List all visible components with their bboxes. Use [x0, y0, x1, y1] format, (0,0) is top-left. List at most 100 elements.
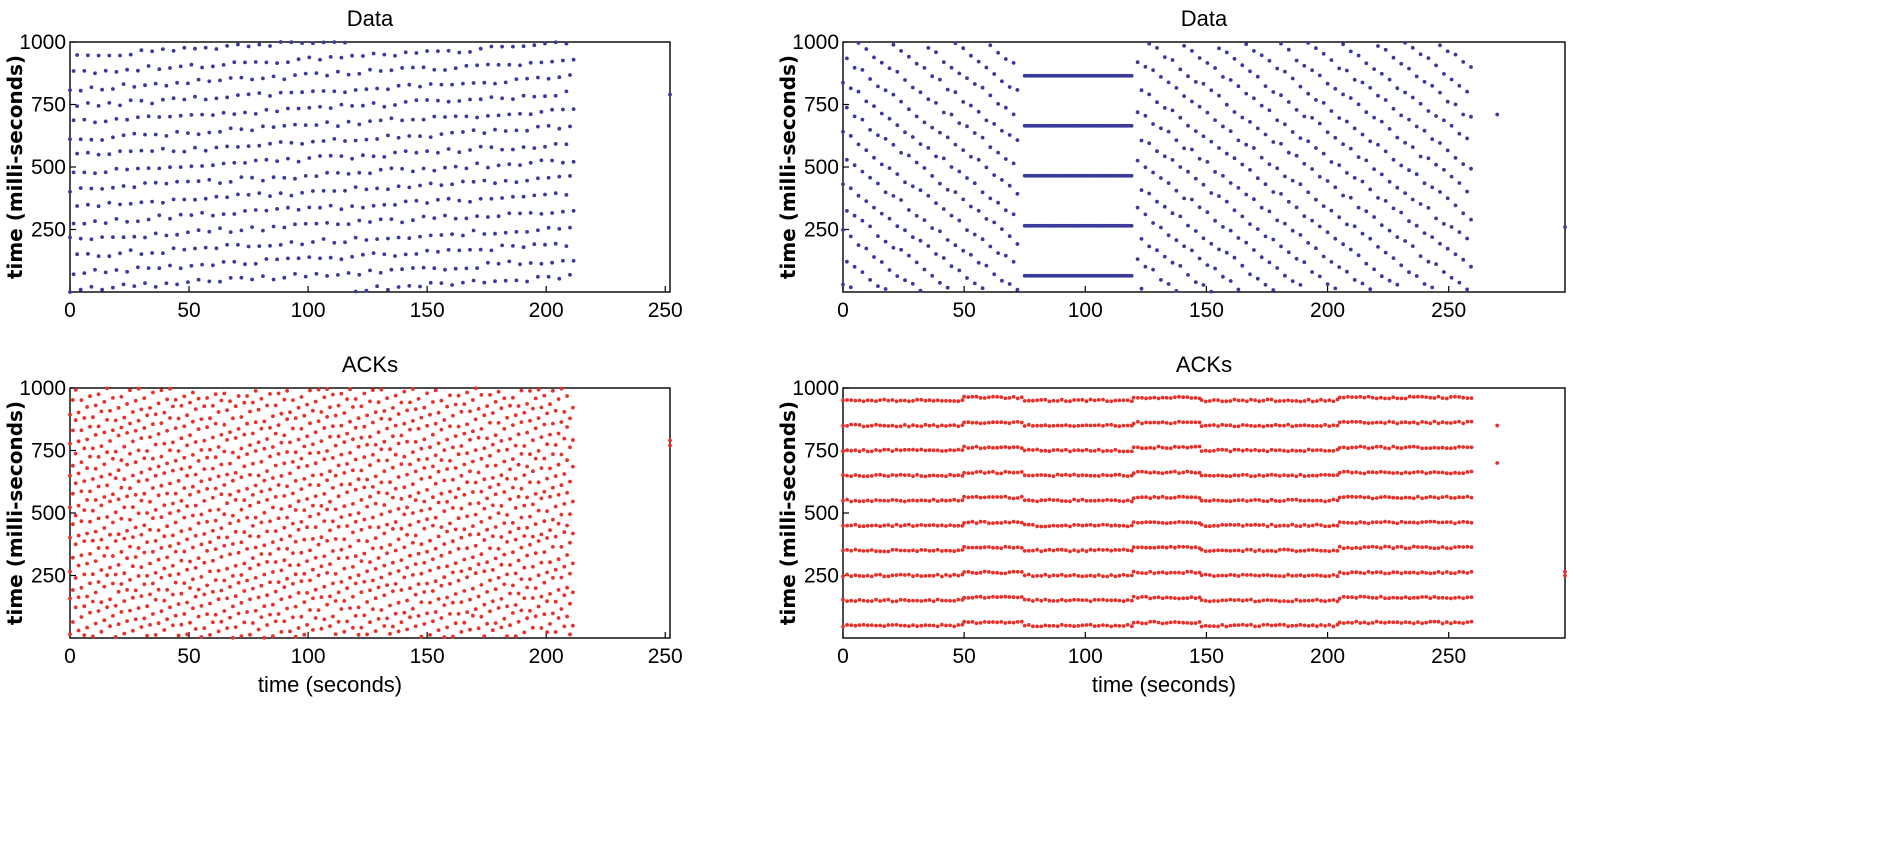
data-point	[966, 395, 971, 399]
data-point	[425, 517, 429, 522]
data-point	[205, 455, 210, 460]
data-point	[333, 537, 338, 541]
data-point	[405, 598, 409, 603]
data-point	[445, 437, 449, 442]
data-point	[73, 418, 78, 422]
data-point	[911, 574, 915, 579]
data-point	[856, 89, 861, 94]
data-point	[313, 525, 318, 529]
data-point	[1325, 130, 1330, 135]
data-point	[491, 503, 495, 508]
data-point	[1449, 275, 1454, 280]
data-point	[362, 517, 367, 522]
data-point	[203, 245, 208, 250]
data-point	[882, 473, 887, 478]
data-point	[1166, 80, 1171, 85]
data-point	[319, 595, 324, 599]
data-point	[1245, 573, 1249, 577]
data-point	[1026, 623, 1031, 627]
data-point	[73, 542, 78, 547]
data-point	[353, 235, 358, 240]
data-point	[1253, 549, 1257, 554]
data-point	[285, 417, 289, 422]
data-point	[459, 630, 464, 634]
data-point	[473, 480, 478, 485]
data-point	[378, 167, 383, 172]
data-point	[1383, 199, 1388, 203]
data-point	[1039, 448, 1044, 453]
data-point	[348, 387, 352, 392]
data-point	[533, 426, 538, 431]
data-point	[974, 394, 979, 399]
data-point	[1253, 498, 1257, 502]
data-point	[353, 397, 358, 401]
data-point	[419, 508, 424, 513]
data-point	[119, 610, 124, 614]
data-point	[1379, 520, 1383, 525]
data-point	[571, 57, 576, 62]
data-point	[1461, 211, 1466, 216]
data-point	[1051, 398, 1056, 403]
data-point	[173, 580, 178, 585]
data-point	[193, 145, 197, 150]
data-point	[1395, 235, 1400, 240]
data-point	[271, 125, 276, 129]
data-point	[1306, 91, 1311, 96]
data-point	[1271, 190, 1276, 194]
data-point	[88, 394, 92, 399]
data-point	[114, 268, 119, 272]
data-point	[1403, 620, 1408, 624]
data-point	[225, 195, 230, 200]
data-point	[1007, 620, 1012, 625]
data-point	[952, 497, 957, 502]
data-point	[1135, 158, 1140, 163]
data-point	[1043, 473, 1048, 478]
data-point	[525, 495, 529, 500]
data-point	[1245, 499, 1249, 503]
data-point	[1370, 621, 1375, 625]
data-point	[982, 519, 987, 524]
data-point	[511, 194, 515, 199]
data-point	[486, 260, 490, 265]
data-point	[333, 443, 338, 448]
data-point	[116, 589, 121, 594]
data-point	[332, 240, 337, 245]
data-point	[339, 423, 344, 428]
data-point	[1076, 448, 1081, 453]
data-point	[436, 500, 441, 505]
data-point	[1372, 267, 1376, 272]
data-point	[1189, 520, 1194, 525]
data-point	[1337, 265, 1342, 269]
data-point	[148, 406, 152, 410]
data-point	[468, 97, 472, 102]
data-point	[1399, 596, 1404, 600]
data-point	[182, 45, 187, 50]
data-point	[518, 111, 522, 116]
data-point	[1310, 424, 1315, 428]
data-point	[368, 494, 372, 499]
data-point	[332, 137, 337, 141]
data-point	[136, 418, 141, 423]
data-point	[1416, 494, 1420, 499]
data-point	[89, 137, 94, 142]
data-point	[1228, 279, 1233, 283]
data-point	[382, 624, 387, 628]
data-point	[425, 549, 429, 554]
data-point	[1207, 473, 1212, 478]
plot-frame	[69, 387, 671, 639]
data-point	[1143, 165, 1148, 170]
data-point	[262, 543, 267, 548]
data-point	[545, 570, 549, 575]
data-point	[1461, 162, 1466, 167]
data-point	[168, 511, 172, 516]
data-point	[1051, 523, 1056, 528]
x-tick-label: 250	[648, 299, 683, 322]
data-point	[262, 572, 267, 577]
data-point	[864, 199, 869, 204]
data-point	[1379, 444, 1383, 449]
data-point	[1337, 215, 1342, 220]
data-point	[146, 217, 151, 222]
data-point	[982, 396, 987, 400]
data-point	[413, 498, 418, 502]
data-point	[890, 398, 895, 402]
